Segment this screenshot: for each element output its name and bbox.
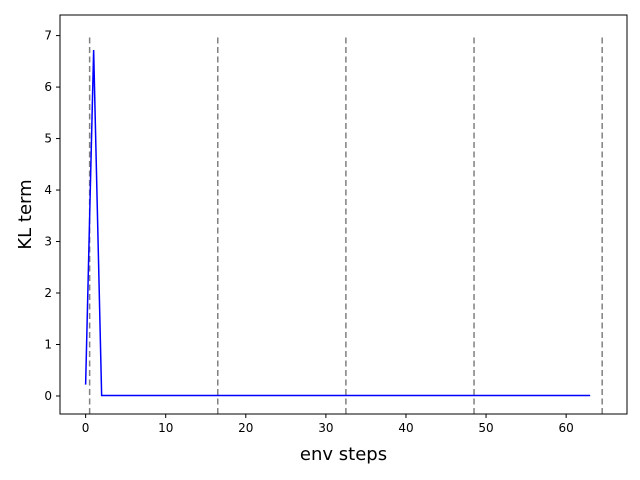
x-tick-label: 20	[238, 421, 253, 435]
y-axis-title: KL term	[15, 179, 36, 249]
x-tick-label: 50	[478, 421, 493, 435]
y-tick-label: 5	[44, 132, 52, 146]
x-axis-title: env steps	[300, 444, 387, 465]
y-axis-ticks: 0 1 2 3 4 5 6 7	[44, 29, 60, 403]
x-tick-label: 0	[82, 421, 90, 435]
y-tick-label: 0	[44, 389, 52, 403]
x-axis-ticks: 0 10 20 30 40 50 60	[82, 414, 574, 435]
vertical-line-layer	[88, 35, 603, 414]
y-tick-label: 7	[44, 29, 52, 43]
y-tick-label: 6	[44, 80, 52, 94]
series-line	[84, 49, 591, 397]
y-tick-label: 3	[44, 235, 52, 249]
x-tick-label: 40	[398, 421, 413, 435]
x-tick-label: 10	[158, 421, 173, 435]
plot-frame	[59, 14, 628, 415]
series-layer	[84, 49, 591, 397]
y-tick-label: 1	[44, 337, 52, 351]
x-tick-label: 60	[558, 421, 573, 435]
y-tick-label: 4	[44, 183, 52, 197]
y-tick-label: 2	[44, 286, 52, 300]
x-tick-label: 30	[318, 421, 333, 435]
